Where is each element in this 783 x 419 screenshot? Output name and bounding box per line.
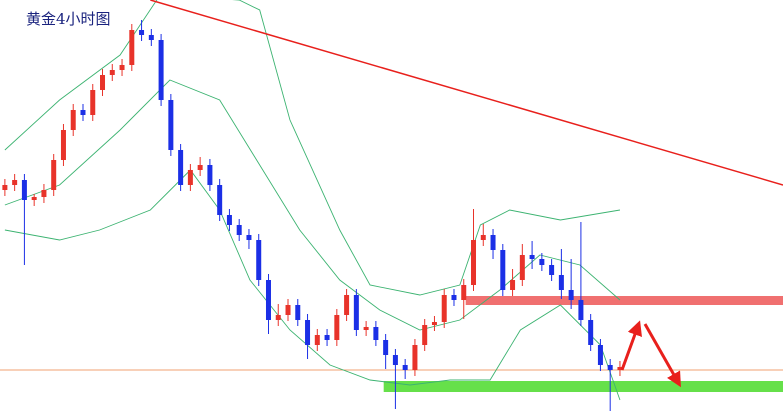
candle-body (197, 165, 203, 170)
candle-body (51, 160, 57, 190)
candle-body (148, 35, 154, 40)
candle-body (441, 295, 447, 322)
candle-body (217, 185, 223, 215)
candle-body (568, 290, 574, 300)
candle-body (314, 335, 320, 345)
candle-body (334, 315, 340, 340)
candle-body (344, 295, 350, 315)
arrow-down (643, 323, 681, 388)
candle-body (139, 30, 145, 35)
candle-body (519, 255, 525, 280)
support-zone (383, 381, 783, 392)
candle-body (617, 367, 623, 370)
candle-body (500, 250, 506, 290)
candle-body (539, 259, 545, 265)
chart-title: 黄金4小时图 (26, 10, 111, 28)
candle-body (558, 275, 564, 290)
candle-body (236, 225, 242, 235)
candle-body (412, 345, 418, 370)
candle-body (510, 280, 516, 290)
candle-body (383, 340, 389, 355)
candle-body (588, 320, 594, 345)
candle-body (70, 110, 76, 130)
candle-body (158, 40, 164, 100)
candle-body (2, 185, 8, 190)
bollinger-middle (4, 79, 621, 331)
candle-body (392, 355, 398, 365)
candle-body (265, 280, 271, 320)
candle-body (187, 170, 193, 185)
candle-body (119, 65, 125, 70)
candle-body (461, 285, 467, 300)
candle-body (295, 305, 301, 320)
candle-body (324, 335, 330, 340)
candle-body (353, 295, 359, 330)
candle-body (275, 315, 281, 320)
candle-body (529, 255, 535, 259)
trendline (150, 0, 783, 186)
candle-body (471, 240, 477, 285)
candle-body (12, 180, 18, 185)
arrow-up (620, 320, 642, 371)
candle-body (285, 305, 291, 315)
candle-body (178, 150, 184, 185)
candle-body (451, 295, 457, 300)
candle-body (90, 90, 96, 115)
candle-body (41, 190, 47, 197)
candle-body (607, 365, 613, 370)
candle-body (21, 180, 27, 200)
candle-body (363, 327, 369, 330)
candle-body (109, 70, 115, 75)
resistance-zone (465, 296, 783, 305)
candle-body (431, 322, 437, 325)
candle-body (207, 165, 213, 185)
candle-body (549, 265, 555, 275)
candle-body (597, 345, 603, 365)
candle-body (168, 100, 174, 150)
candle-body (578, 300, 584, 320)
candle-body (60, 130, 66, 160)
candle-body (80, 110, 86, 115)
candle-body (480, 235, 486, 240)
candle-body (490, 235, 496, 250)
candle-body (422, 325, 428, 345)
candle-body (246, 235, 252, 240)
candle-body (129, 30, 135, 65)
candle-body (31, 197, 37, 200)
candle-body (402, 365, 408, 370)
candle-body (100, 75, 106, 90)
candle-body (305, 320, 311, 345)
bollinger-lower (4, 169, 621, 401)
candle-body (256, 240, 262, 280)
candle-body (373, 327, 379, 340)
candle-body (226, 215, 232, 225)
bollinger-upper (4, 0, 621, 296)
